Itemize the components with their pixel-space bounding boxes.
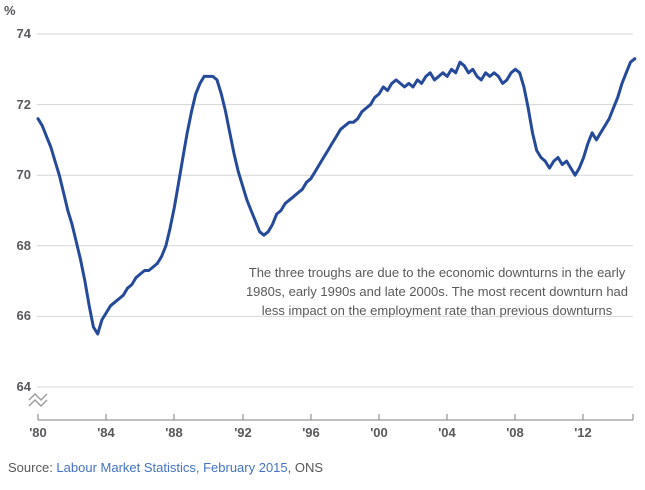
x-tick-80: '80 xyxy=(29,425,47,440)
chart-annotation: The three troughs are due to the economi… xyxy=(234,263,640,320)
annotation-line-2: 1980s, early 1990s and late 2000s. The m… xyxy=(245,284,629,299)
gridlines xyxy=(37,33,633,388)
source-suffix: , ONS xyxy=(287,460,324,475)
y-tick-70: 70 xyxy=(16,167,31,182)
source-prefix: Source: xyxy=(8,460,57,475)
annotation-line-3: less impact on the employment rate than … xyxy=(261,303,613,318)
y-tick-64: 64 xyxy=(16,379,31,394)
x-tick-84: '84 xyxy=(97,425,115,440)
x-tick-88: '88 xyxy=(165,425,183,440)
y-tick-66: 66 xyxy=(16,308,31,323)
y-tick-68: 68 xyxy=(16,238,31,253)
x-tick-00: '00 xyxy=(370,425,388,440)
x-tick-04: '04 xyxy=(438,425,456,440)
x-tick-12: '12 xyxy=(574,425,592,440)
x-tick-92: '92 xyxy=(234,425,252,440)
y-tick-74: 74 xyxy=(16,26,31,41)
axis-break-icon xyxy=(28,393,48,407)
x-axis xyxy=(37,414,634,421)
source-link[interactable]: Labour Market Statistics, February 2015 xyxy=(56,460,288,475)
source-line: Source: Labour Market Statistics, Februa… xyxy=(8,460,323,475)
x-tick-96: '96 xyxy=(302,425,320,440)
y-tick-72: 72 xyxy=(16,97,31,112)
x-tick-08: '08 xyxy=(506,425,524,440)
employment-rate-series-line xyxy=(36,57,637,336)
y-axis-unit-label: % xyxy=(4,3,16,18)
annotation-line-1: The three troughs are due to the economi… xyxy=(248,265,626,280)
